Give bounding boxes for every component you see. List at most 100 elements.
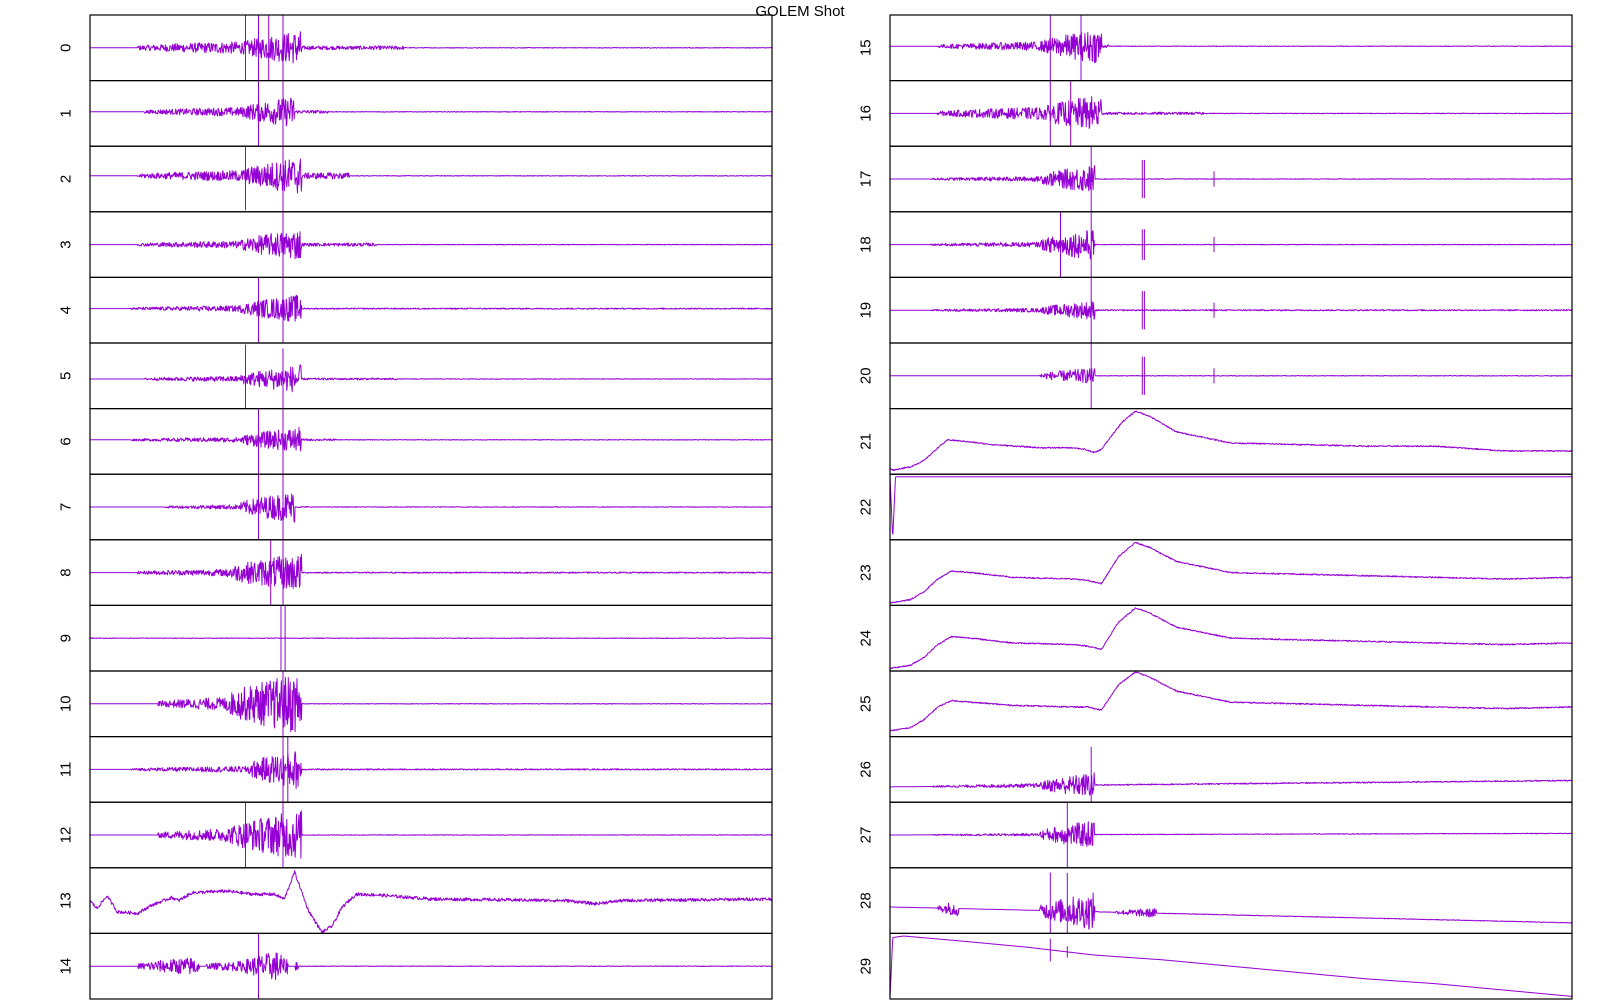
panel-frame-21 [889,408,1573,475]
channel-panel-6: 6 [58,408,773,475]
trace-channel-13 [90,870,772,934]
channel-label-27: 27 [858,827,875,844]
trace-channel-28 [890,872,1572,934]
channel-label-12: 12 [58,827,75,844]
trace-channel-9 [90,605,772,672]
trace-channel-14 [90,933,772,1000]
channel-panel-3: 3 [58,211,773,279]
channel-panel-18: 18 [858,211,1573,279]
trace-channel-19 [890,277,1572,343]
panel-frame-22 [889,473,1573,541]
channel-label-0: 0 [58,44,75,52]
panel-frame-26 [889,735,1573,803]
channel-label-18: 18 [858,236,875,253]
channel-panel-14: 14 [58,932,773,1000]
channel-panel-8: 8 [58,539,773,606]
channel-label-14: 14 [58,958,75,975]
channel-label-15: 15 [858,39,875,56]
channel-panel-10: 10 [58,670,773,738]
trace-channel-10 [90,671,772,737]
channel-panel-26: 26 [858,735,1573,803]
trace-channel-25 [890,671,1572,732]
trace-channel-29 [890,935,1572,999]
channel-label-7: 7 [58,503,75,511]
trace-channel-27 [890,802,1572,868]
channel-label-9: 9 [58,634,75,642]
channel-panel-7: 7 [58,473,773,541]
trace-channel-17 [890,146,1572,212]
channel-label-2: 2 [58,175,75,183]
channel-label-29: 29 [858,958,875,975]
trace-channel-16 [890,80,1572,147]
trace-channel-23 [890,541,1572,604]
channel-label-28: 28 [858,892,875,909]
channel-panel-13: 13 [58,867,773,934]
panel-frame-6 [89,408,773,475]
trace-channel-8 [90,539,772,606]
channel-panel-12: 12 [58,801,773,869]
trace-channel-26 [890,746,1572,803]
channel-label-21: 21 [858,433,875,450]
panel-frame-15 [889,14,1573,82]
channel-panel-25: 25 [858,670,1573,738]
channel-panel-4: 4 [58,276,773,344]
channel-label-20: 20 [858,367,875,384]
trace-channel-7 [90,474,772,540]
channel-panel-11: 11 [58,735,773,803]
panel-frame-4 [89,276,773,344]
trace-channel-15 [890,15,1572,81]
channel-panel-29: 29 [858,932,1573,1000]
channel-panel-16: 16 [858,79,1573,147]
channel-panel-9: 9 [58,604,773,672]
trace-channel-21 [890,410,1572,472]
channel-label-11: 11 [58,762,75,778]
channel-label-22: 22 [858,499,875,516]
channel-panel-1: 1 [58,79,773,147]
channel-label-6: 6 [58,437,75,445]
channel-panel-24: 24 [858,604,1573,672]
channel-panel-5: 5 [58,342,773,410]
trace-channel-22 [890,476,1572,535]
trace-channel-2 [90,146,772,212]
panel-frame-28 [889,867,1573,934]
channel-panel-17: 17 [858,145,1573,213]
panel-frame-2 [89,145,773,213]
channel-label-17: 17 [858,171,875,188]
trace-channel-5 [90,344,772,409]
channel-label-25: 25 [858,695,875,712]
channel-panel-2: 2 [58,145,773,213]
channel-label-8: 8 [58,568,75,576]
channel-panel-23: 23 [858,539,1573,606]
chart-title: GOLEM Shot [755,3,845,20]
trace-channel-11 [90,736,772,803]
channel-label-23: 23 [858,564,875,581]
channel-label-16: 16 [858,105,875,122]
panel-frame-14 [89,932,773,1000]
trace-channel-6 [90,408,772,475]
channel-label-13: 13 [58,892,75,909]
channel-label-24: 24 [858,630,875,647]
channel-panel-15: 15 [858,14,1573,82]
trace-channel-20 [890,343,1572,409]
channel-label-5: 5 [58,372,75,380]
channel-panel-27: 27 [858,801,1573,869]
trace-channel-12 [90,802,772,868]
channel-label-26: 26 [858,761,875,778]
trace-channel-0 [90,15,772,81]
channel-panel-22: 22 [858,473,1573,541]
channel-panel-20: 20 [858,342,1573,410]
channel-panel-21: 21 [858,408,1573,475]
channel-label-10: 10 [58,695,75,712]
trace-channel-18 [890,211,1572,278]
channel-panel-28: 28 [858,867,1573,934]
trace-channel-24 [890,607,1572,670]
channel-label-19: 19 [858,302,875,319]
trace-channel-3 [90,211,772,278]
channel-label-3: 3 [58,240,75,248]
channel-label-4: 4 [58,306,75,314]
panel-frame-29 [889,932,1573,1000]
panel-frame-5 [89,342,773,410]
trace-channel-1 [90,80,772,147]
channel-label-1: 1 [58,109,75,117]
